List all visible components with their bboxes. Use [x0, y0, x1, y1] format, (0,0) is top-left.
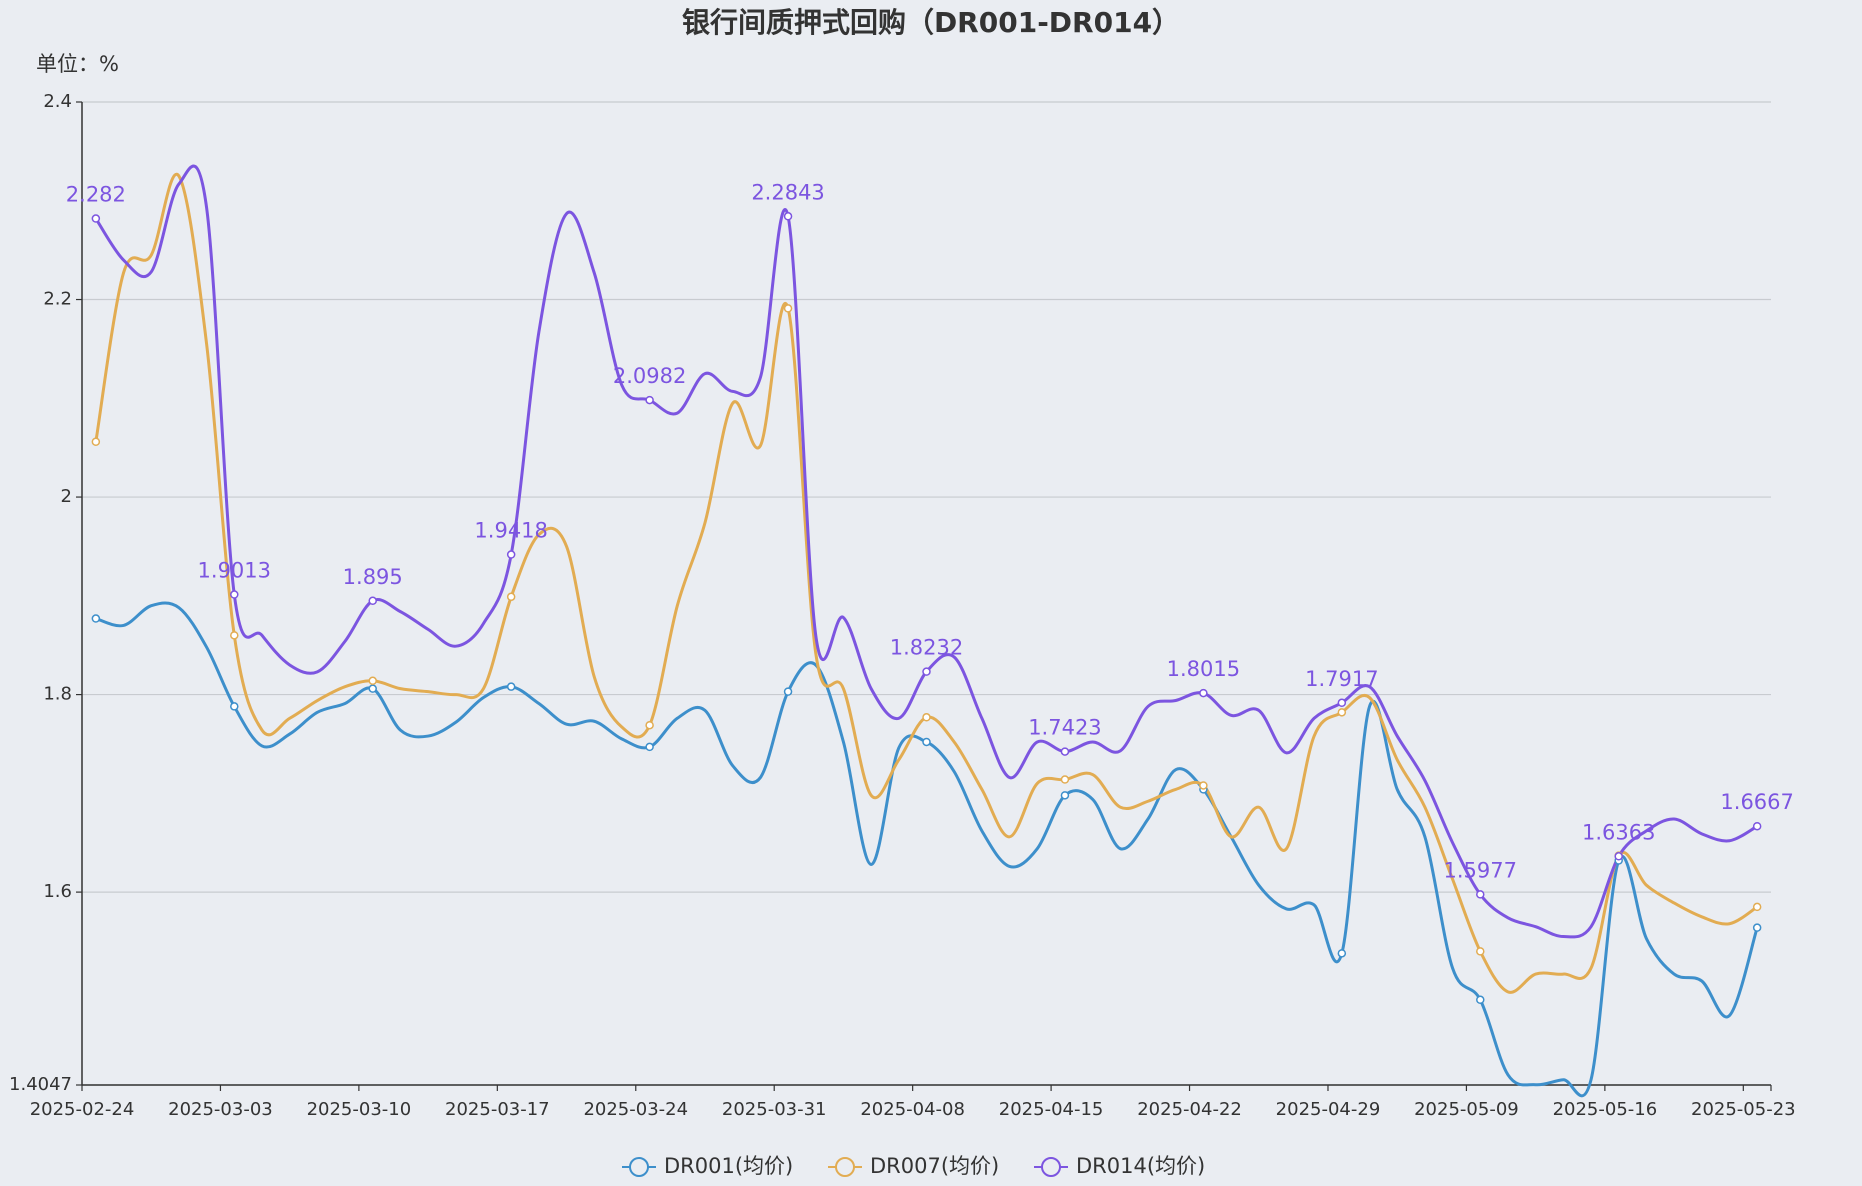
point-marker — [506, 682, 516, 691]
y-tick-label: 1.8 — [43, 684, 72, 705]
point-marker — [91, 214, 101, 223]
data-label: 2.2843 — [751, 180, 824, 204]
point-marker — [1060, 791, 1070, 800]
data-label: 1.6667 — [1720, 790, 1793, 814]
point-marker — [1199, 688, 1208, 698]
legend-label: DR007(均价) — [870, 1154, 999, 1178]
data-label: 1.895 — [343, 565, 403, 589]
x-tick-label: 2025-02-24 — [30, 1099, 135, 1120]
data-label: 1.8232 — [890, 636, 963, 660]
data-label: 1.7917 — [1305, 667, 1378, 691]
point-marker — [1060, 747, 1070, 756]
point-marker — [922, 667, 931, 676]
x-tick-label: 2025-05-23 — [1691, 1099, 1796, 1120]
data-label: 1.9013 — [198, 559, 271, 583]
point-marker — [645, 395, 654, 405]
point-marker — [1060, 775, 1070, 784]
data-label: 1.7423 — [1028, 716, 1101, 740]
point-marker — [1614, 852, 1623, 861]
x-tick-label: 2025-03-17 — [445, 1099, 550, 1120]
series-line — [94, 172, 1758, 994]
data-label: 1.5977 — [1444, 858, 1517, 882]
data-label: 1.9418 — [474, 519, 547, 543]
x-tick-label: 2025-05-16 — [1553, 1099, 1658, 1120]
point-marker — [1476, 947, 1485, 956]
point-marker — [368, 676, 377, 686]
point-marker — [1337, 708, 1347, 717]
x-tick-label: 2025-03-31 — [722, 1099, 827, 1120]
point-marker — [1476, 890, 1485, 899]
legend-marker — [835, 1157, 855, 1177]
point-marker — [922, 737, 931, 747]
y-tick-label: 1.4047 — [9, 1074, 72, 1095]
y-tick-label: 1.6 — [43, 881, 72, 902]
x-tick-label: 2025-03-03 — [168, 1099, 273, 1120]
point-marker — [368, 596, 377, 606]
point-marker — [1476, 995, 1485, 1005]
data-label: 2.282 — [66, 183, 126, 207]
x-tick-label: 2025-04-08 — [860, 1099, 965, 1120]
y-axis-label: 单位：% — [36, 52, 119, 76]
point-marker — [783, 687, 793, 696]
point-marker — [645, 742, 654, 752]
x-tick-label: 2025-05-09 — [1414, 1099, 1519, 1120]
data-label: 2.0982 — [613, 364, 686, 388]
point-marker — [506, 592, 516, 602]
point-marker — [230, 590, 239, 599]
x-tick-label: 2025-03-10 — [307, 1099, 412, 1120]
chart-title: 银行间质押式回购（DR001-DR014） — [682, 6, 1180, 39]
legend-label: DR014(均价) — [1076, 1154, 1205, 1178]
y-tick-label: 2.4 — [43, 91, 72, 112]
point-marker — [1752, 821, 1762, 831]
point-marker — [783, 304, 793, 313]
point-marker — [91, 437, 101, 446]
legend-marker — [629, 1157, 649, 1177]
point-marker — [368, 684, 377, 693]
legend-marker — [1041, 1157, 1061, 1177]
point-marker — [91, 614, 101, 623]
data-label: 1.8015 — [1167, 657, 1240, 681]
point-marker — [1337, 949, 1347, 958]
y-tick-label: 2 — [61, 486, 72, 507]
point-marker — [230, 702, 239, 711]
point-marker — [1752, 902, 1762, 912]
x-tick-label: 2025-04-22 — [1137, 1099, 1242, 1120]
x-tick-label: 2025-04-29 — [1276, 1099, 1381, 1120]
point-marker — [1752, 923, 1762, 932]
series-line — [95, 601, 1759, 1098]
point-marker — [922, 713, 931, 722]
point-marker — [506, 550, 516, 559]
series-line — [94, 164, 1758, 939]
data-label: 1.6363 — [1582, 820, 1655, 844]
x-tick-label: 2025-03-24 — [583, 1099, 688, 1120]
point-marker — [1199, 781, 1208, 790]
point-marker — [1337, 698, 1347, 708]
point-marker — [783, 212, 793, 221]
x-tick-label: 2025-04-15 — [999, 1099, 1104, 1120]
y-tick-label: 2.2 — [43, 289, 72, 310]
point-marker — [645, 720, 654, 730]
legend-label: DR001(均价) — [664, 1154, 793, 1178]
point-marker — [230, 631, 239, 640]
